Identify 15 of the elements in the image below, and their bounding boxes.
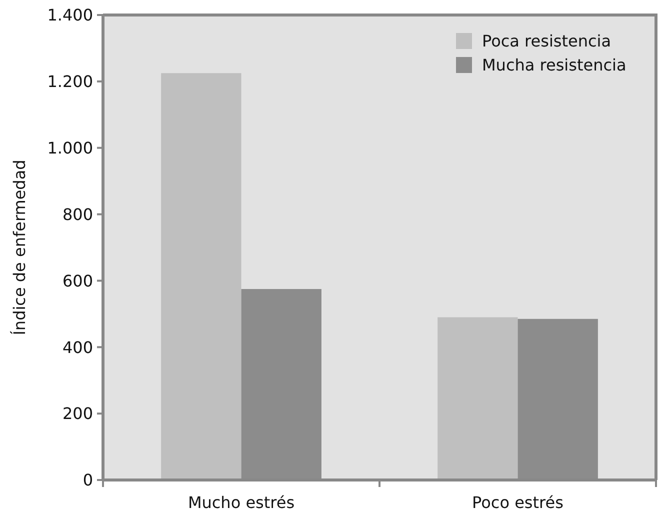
- legend-label: Poca resistencia: [482, 32, 612, 51]
- legend-label: Mucha resistencia: [482, 56, 626, 75]
- y-tick-label: 1.200: [47, 72, 93, 92]
- y-tick-label: 1.000: [47, 138, 93, 158]
- y-tick-label: 1.400: [47, 6, 93, 25]
- y-axis-title: Índice de enfermedad: [10, 160, 29, 336]
- y-tick-label: 0: [82, 470, 93, 490]
- y-tick-label: 200: [62, 404, 93, 424]
- x-tick-label: Poco estrés: [472, 493, 564, 512]
- bar: [438, 317, 518, 480]
- bar: [161, 73, 242, 480]
- y-tick-label: 400: [62, 338, 93, 357]
- x-tick-label: Mucho estrés: [188, 493, 295, 512]
- y-tick-label: 600: [62, 271, 93, 290]
- y-tick-label: 800: [62, 204, 93, 224]
